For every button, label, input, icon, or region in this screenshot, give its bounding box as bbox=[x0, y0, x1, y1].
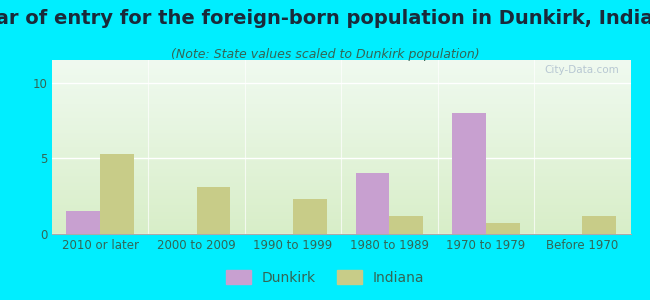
Bar bbox=[356, 173, 389, 234]
Bar bbox=[389, 216, 423, 234]
Bar bbox=[196, 187, 230, 234]
Text: (Note: State values scaled to Dunkirk population): (Note: State values scaled to Dunkirk po… bbox=[171, 48, 479, 61]
Bar bbox=[582, 216, 616, 234]
Legend: Dunkirk, Indiana: Dunkirk, Indiana bbox=[220, 264, 430, 290]
Text: City-Data.com: City-Data.com bbox=[544, 65, 619, 75]
Bar bbox=[66, 211, 100, 234]
Bar bbox=[293, 199, 327, 234]
Bar bbox=[486, 223, 519, 234]
Text: Year of entry for the foreign-born population in Dunkirk, Indiana: Year of entry for the foreign-born popul… bbox=[0, 9, 650, 28]
Bar bbox=[100, 154, 134, 234]
Bar bbox=[452, 113, 486, 234]
